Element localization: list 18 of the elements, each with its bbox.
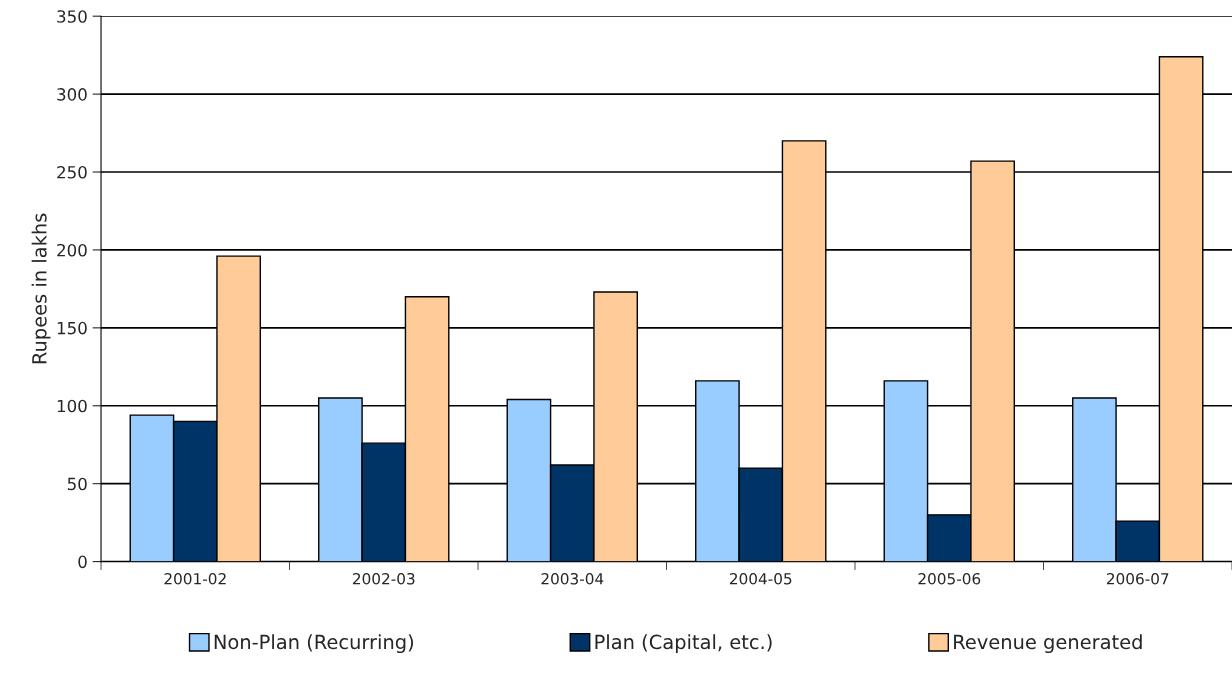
legend-label: Revenue generated [954, 634, 1142, 654]
legend-label: Non-Plan (Recurring) [214, 634, 414, 654]
y-tick-label: 50 [67, 477, 87, 491]
x-tick-label: 2004-05 [729, 572, 792, 585]
x-tick-label: 2003-04 [541, 572, 604, 585]
y-tick-label: 150 [57, 321, 87, 335]
x-tick-label: 2001-02 [164, 572, 226, 585]
x-tick-label: 2002-03 [352, 572, 415, 585]
legend-label: Plan (Capital, etc.) [595, 634, 772, 654]
x-tick-label: 2005-06 [918, 572, 981, 585]
y-tick-label: 350 [57, 10, 87, 23]
y-tick-label: 100 [57, 399, 87, 413]
y-tick-label: 0 [78, 555, 87, 569]
y-tick-label: 300 [57, 88, 87, 101]
x-tick-label: 2006-07 [1106, 572, 1169, 585]
y-tick-label: 250 [57, 165, 87, 179]
y-axis-title: Rupees in lakhs [31, 213, 51, 364]
y-tick-label: 200 [57, 243, 87, 257]
